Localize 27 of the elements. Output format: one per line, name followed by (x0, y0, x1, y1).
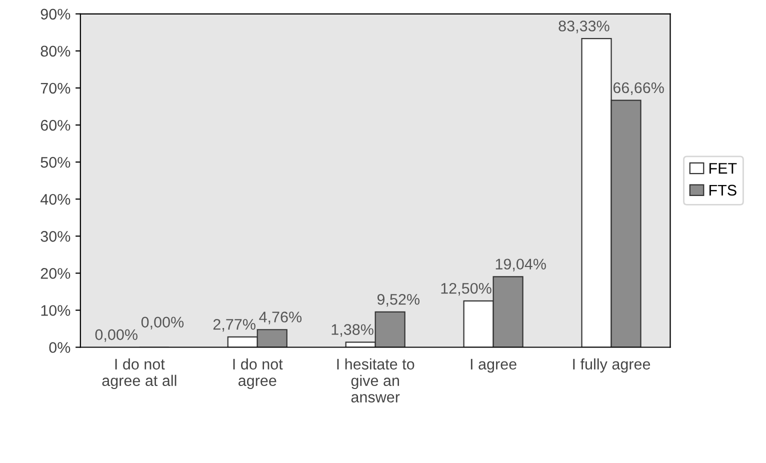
data-label: 12,50% (441, 282, 492, 296)
data-label: 4,76% (259, 312, 302, 324)
y-tick-label: 60% (40, 120, 70, 131)
y-tick-label: 10% (41, 305, 70, 316)
x-tick-label: I agree (470, 358, 516, 373)
y-tick-label: 50% (40, 156, 70, 168)
data-label: 19,04% (496, 258, 546, 272)
legend-label: FET (709, 163, 737, 174)
legend-label: FTS (709, 184, 736, 196)
y-tick-label: 0% (49, 342, 70, 353)
y-tick-label: 90% (40, 8, 70, 20)
y-tick-label: 70% (40, 82, 70, 94)
y-tick-label: 20% (40, 268, 70, 279)
data-label: 9,52% (377, 294, 420, 307)
data-label: 1,38% (332, 324, 374, 337)
data-label: 0,00% (95, 329, 138, 342)
x-tick-label: I do not agree at all (102, 358, 176, 390)
data-label: 83,33% (558, 20, 610, 34)
data-label: 0,00% (141, 316, 184, 330)
x-tick-label: I hesitate to give an answer (337, 358, 414, 402)
y-tick-label: 30% (40, 231, 70, 242)
data-label: 66,66% (613, 82, 664, 95)
data-label: 2,77% (213, 318, 256, 332)
y-tick-label: 80% (40, 46, 70, 57)
x-tick-label: I fully agree (573, 358, 650, 373)
y-tick-label: 40% (40, 194, 70, 205)
x-tick-label: I do not agree (233, 358, 283, 390)
